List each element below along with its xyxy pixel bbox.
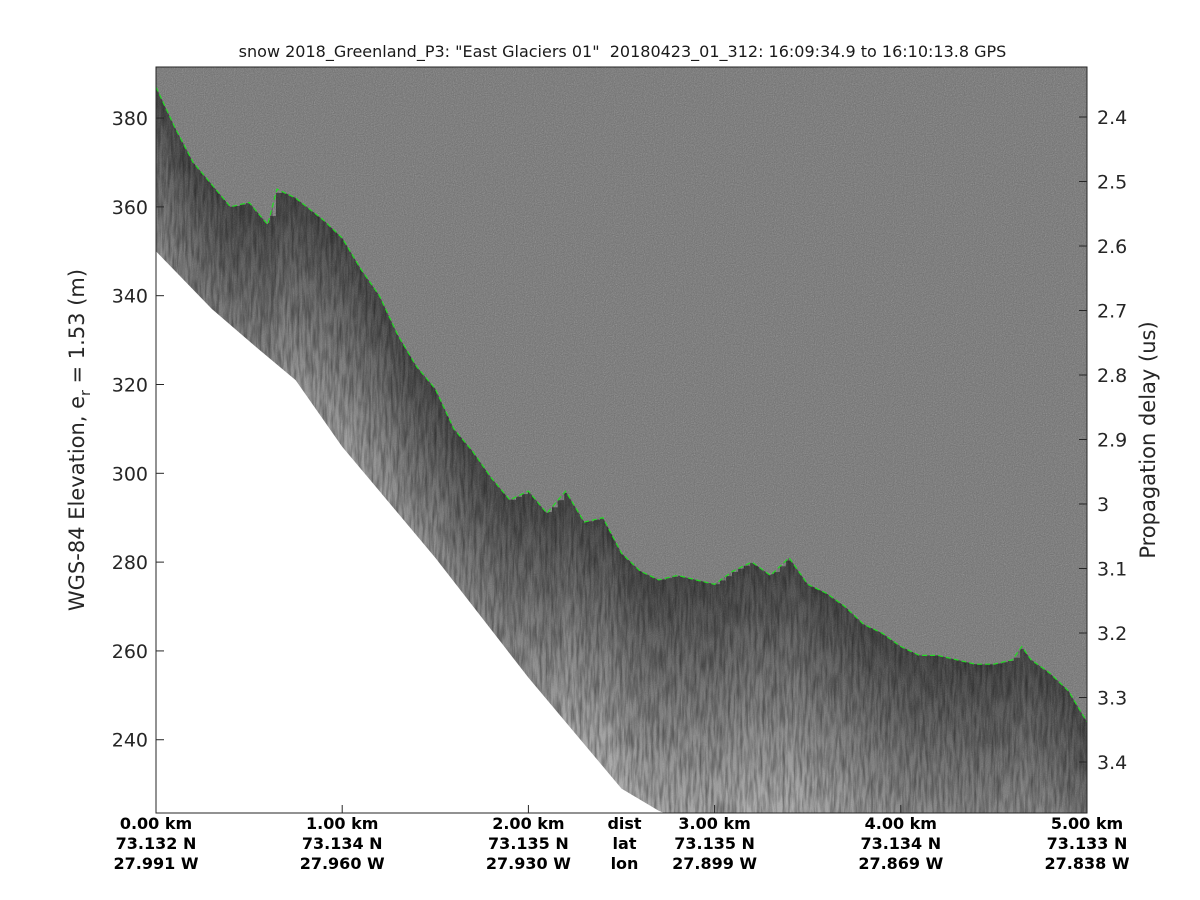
left-axis-title: WGS-84 Elevation, er = 1.53 (m) [65, 269, 94, 611]
right-tick-label: 2.8 [1097, 365, 1127, 387]
lon-label: 27.930 W [486, 854, 571, 873]
right-tick-label: 3.2 [1097, 623, 1127, 645]
right-tick-label: 3 [1097, 494, 1109, 516]
lon-label: 27.869 W [858, 854, 943, 873]
left-tick-label: 380 [112, 108, 148, 130]
left-tick-label: 260 [112, 641, 148, 663]
lon-label: 27.960 W [300, 854, 385, 873]
dist-label: 1.00 km [306, 814, 378, 833]
lon-label: 27.991 W [114, 854, 199, 873]
left-tick-label: 300 [112, 463, 148, 485]
right-tick-label: 3.4 [1097, 752, 1127, 774]
echogram-image [156, 67, 1087, 813]
lat-label: 73.134 N [302, 834, 383, 853]
left-tick-label: 340 [112, 286, 148, 308]
lat-label: 73.132 N [116, 834, 197, 853]
lat-label: 73.134 N [860, 834, 941, 853]
dist-label: 2.00 km [492, 814, 564, 833]
lat-label: 73.135 N [674, 834, 755, 853]
lat-row-label: lat [613, 834, 637, 853]
right-tick-label: 2.6 [1097, 236, 1127, 258]
left-axis: 380 360 340 320 300 280 260 240 [112, 108, 164, 752]
lon-row-label: lon [611, 854, 639, 873]
left-tick-label: 240 [112, 730, 148, 752]
left-tick-label: 280 [112, 552, 148, 574]
right-axis-title: Propagation delay (us) [1136, 321, 1160, 558]
right-tick-label: 3.1 [1097, 559, 1127, 581]
lon-label: 27.899 W [672, 854, 757, 873]
dist-label: 4.00 km [865, 814, 937, 833]
surface-layer-line [156, 86, 1087, 723]
no-data-area [156, 251, 665, 813]
bottom-axis [155, 805, 1088, 813]
left-tick-label: 360 [112, 197, 148, 219]
lat-label: 73.135 N [488, 834, 569, 853]
right-tick-label: 3.3 [1097, 688, 1127, 710]
lat-label: 73.133 N [1047, 834, 1128, 853]
right-tick-label: 2.4 [1097, 107, 1127, 129]
dist-label: 3.00 km [678, 814, 750, 833]
dist-label: 0.00 km [120, 814, 192, 833]
left-tick-label: 320 [112, 374, 148, 396]
lon-label: 27.838 W [1045, 854, 1130, 873]
right-axis: 2.4 2.5 2.6 2.7 2.8 2.9 3 3.1 3.2 3.3 3.4 [1079, 107, 1127, 774]
right-tick-label: 2.7 [1097, 301, 1127, 323]
right-tick-label: 2.5 [1097, 172, 1127, 194]
dist-label: 5.00 km [1051, 814, 1123, 833]
dist-row-label: dist [607, 814, 641, 833]
page-title: snow 2018_Greenland_P3: "East Glaciers 0… [238, 42, 1007, 61]
right-tick-label: 2.9 [1097, 430, 1127, 452]
